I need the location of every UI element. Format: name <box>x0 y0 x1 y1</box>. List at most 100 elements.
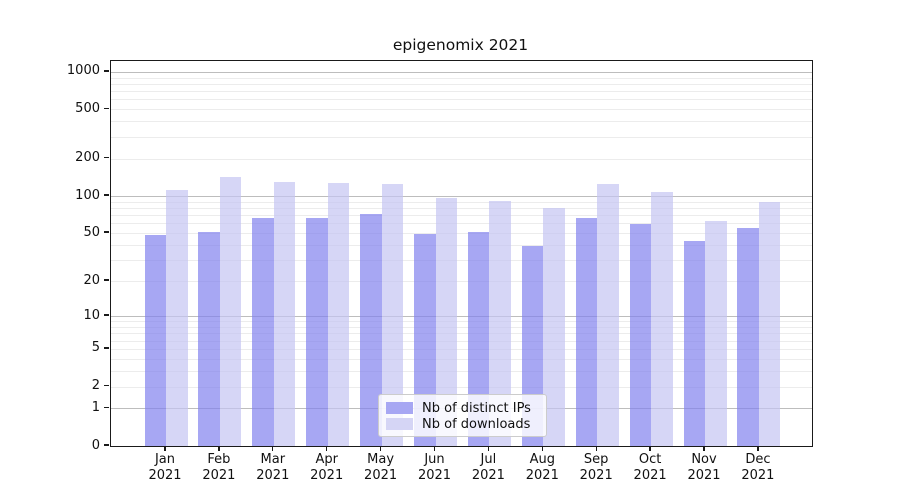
legend-item-distinct-ips: Nb of distinct IPs <box>386 400 539 416</box>
bar-downloads-apr <box>327 182 350 446</box>
bar-downloads-jan <box>166 189 188 446</box>
bar-ips-feb <box>198 232 220 446</box>
y-tick-label: 200 <box>75 150 100 166</box>
gridline-60 <box>111 223 812 225</box>
bar-ips-jun <box>414 234 436 446</box>
bar-ips-may <box>360 213 382 446</box>
x-tick <box>164 446 166 452</box>
bar-downloads-may <box>381 183 404 446</box>
legend-swatch-ips <box>386 402 413 414</box>
legend-label-ips: Nb of distinct IPs <box>422 400 531 416</box>
gridline-80 <box>111 208 812 209</box>
bar-ips-mar <box>252 217 274 446</box>
x-tick <box>757 446 759 452</box>
x-tick <box>379 446 382 452</box>
gridline-5 <box>111 348 812 350</box>
y-tick <box>103 384 109 387</box>
bar-ips-dec <box>737 228 759 446</box>
x-tick <box>703 446 705 452</box>
y-tick <box>103 406 109 409</box>
gridline-6 <box>111 340 812 342</box>
gridline-200 <box>111 158 812 160</box>
bar-downloads-mar <box>273 181 296 446</box>
y-tick-label: 20 <box>83 272 100 288</box>
gridline-40 <box>111 244 812 246</box>
gridline-700 <box>111 91 812 93</box>
x-tick-label-may: May 2021 <box>364 452 398 483</box>
y-tick <box>103 157 109 159</box>
gridline-7 <box>111 333 812 335</box>
gridline-9 <box>111 321 812 323</box>
gridline-600 <box>111 99 812 101</box>
gridline-30 <box>111 260 812 262</box>
x-tick-label-mar: Mar 2021 <box>256 452 290 483</box>
bar-downloads-jul <box>489 200 511 446</box>
x-tick-label-jul: Jul 2021 <box>471 452 505 483</box>
gridline-300 <box>111 136 812 138</box>
y-tick <box>103 70 109 72</box>
x-tick <box>487 446 490 452</box>
legend-item-downloads: Nb of downloads <box>386 416 539 432</box>
x-tick-label-apr: Apr 2021 <box>310 452 344 483</box>
gridline-100 <box>111 196 812 198</box>
x-tick <box>433 446 436 452</box>
y-tick <box>103 231 109 233</box>
x-tick-label-jan: Jan 2021 <box>148 452 182 483</box>
x-tick-label-feb: Feb 2021 <box>202 452 236 483</box>
bar-downloads-feb <box>219 177 242 446</box>
legend-label-downloads: Nb of downloads <box>422 416 531 432</box>
x-tick <box>326 446 328 452</box>
gridline-90 <box>111 201 812 203</box>
bar-ips-nov <box>683 241 705 446</box>
y-tick-label: 0 <box>91 437 100 453</box>
gridline-10 <box>111 316 812 318</box>
x-tick <box>541 446 543 452</box>
bar-downloads-nov <box>705 220 727 446</box>
bar-downloads-aug <box>543 208 565 446</box>
y-tick <box>103 107 109 110</box>
bar-ips-jul <box>467 232 490 446</box>
y-tick-label: 1 <box>91 399 100 415</box>
x-tick-label-nov: Nov 2021 <box>687 452 721 483</box>
gridline-50 <box>111 233 812 235</box>
bar-downloads-sep <box>597 184 619 446</box>
x-tick-label-jun: Jun 2021 <box>417 452 452 483</box>
chart-title: epigenomix 2021 <box>392 36 529 54</box>
bar-downloads-jun <box>435 198 457 446</box>
gridline-900 <box>111 77 812 79</box>
gridline-70 <box>111 215 812 217</box>
y-tick-label: 50 <box>83 224 100 240</box>
gridline-3 <box>111 370 812 372</box>
gridline-500 <box>111 109 812 111</box>
bar-ips-apr <box>306 218 328 446</box>
y-tick-label: 100 <box>75 187 100 203</box>
y-tick <box>103 314 109 316</box>
gridline-20 <box>111 281 812 283</box>
gridline-1000 <box>111 71 812 73</box>
gridline-800 <box>111 83 812 85</box>
legend-swatch-downloads <box>386 418 413 430</box>
x-tick-label-oct: Oct 2021 <box>633 452 667 483</box>
plot-area <box>110 60 813 447</box>
legend: Nb of distinct IPs Nb of downloads <box>378 394 547 437</box>
y-tick-label: 2 <box>91 378 100 393</box>
y-tick-label: 500 <box>75 100 100 116</box>
bar-downloads-oct <box>651 191 673 446</box>
x-tick <box>272 446 274 452</box>
x-tick <box>649 446 651 452</box>
y-tick <box>103 444 109 446</box>
y-tick-label: 10 <box>83 307 100 323</box>
x-tick-label-dec: Dec 2021 <box>741 452 775 483</box>
bar-ips-sep <box>575 218 598 446</box>
y-tick-label: 5 <box>91 340 100 356</box>
bar-ips-oct <box>629 224 652 446</box>
y-tick <box>103 194 109 196</box>
x-tick <box>218 446 220 452</box>
gridline-2 <box>111 386 812 388</box>
x-tick-label-aug: Aug 2021 <box>525 452 559 483</box>
x-tick-label-sep: Sep 2021 <box>579 452 613 483</box>
bar-downloads-dec <box>758 202 781 446</box>
gridline-8 <box>111 327 812 328</box>
y-tick-label: 1000 <box>66 63 100 79</box>
